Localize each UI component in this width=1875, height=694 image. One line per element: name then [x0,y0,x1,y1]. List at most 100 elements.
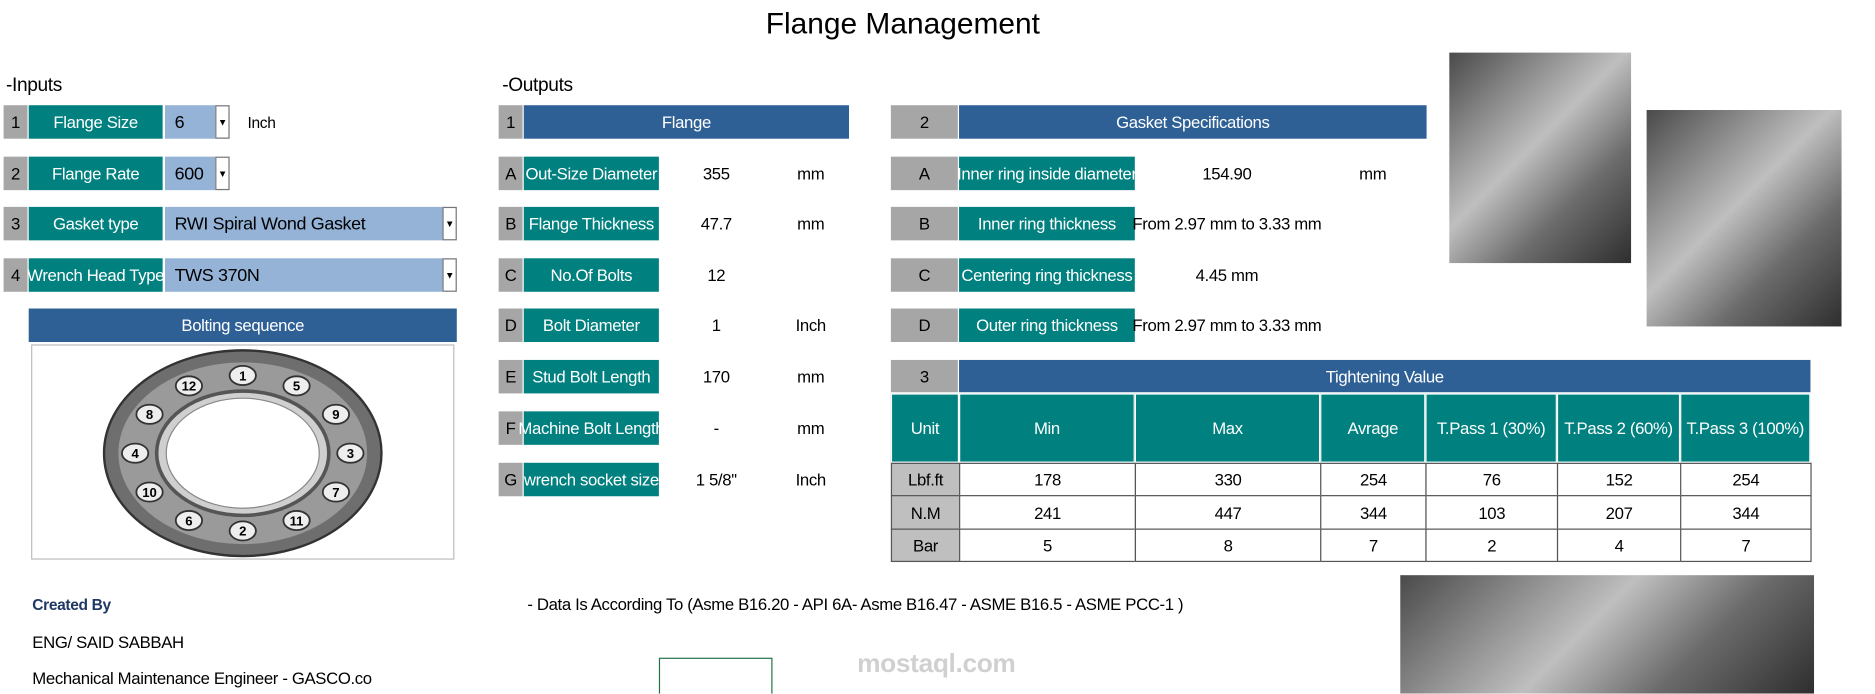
table-cell: 7 [1320,528,1427,563]
output-value: From 2.97 mm to 3.33 mm [1132,214,1322,234]
row-letter: G [498,462,523,497]
row-letter: A [498,156,523,191]
table-cell: 178 [959,462,1137,497]
bolt [174,510,203,531]
bolt [174,375,203,397]
section-number: 1 [498,105,523,139]
output-value: 355 [702,163,730,183]
output-label: Inner ring inside diameter [957,156,1137,191]
output-label: Outer ring thickness [959,308,1135,342]
row-letter: B [498,206,523,241]
photo [1646,110,1842,327]
section-title: Gasket Specifications [959,105,1427,139]
input-dropdown[interactable]: 600 ▼ [165,156,230,191]
diagram-frame: 1 5 9 3 7 11 2 6 10 4 8 12 [31,344,455,560]
column-header: Unit [890,393,960,463]
unit-label: Inch [247,113,276,131]
bolt-number: 9 [332,407,339,422]
author-name: ENG/ SAID SABBAH [32,632,184,652]
input-dropdown[interactable]: 6 ▼ [165,105,230,139]
bolt [228,520,257,542]
column-header: T.Pass 3 (100%) [1680,393,1811,463]
unit-label: Inch [795,469,827,490]
output-value: 154.90 [1202,163,1252,183]
watermark: mostaql.com [857,648,1016,679]
bolting-title: Bolting sequence [28,308,457,342]
selected-cell[interactable] [658,657,773,694]
table-cell: 241 [959,495,1137,530]
page-title: Flange Management [765,6,1040,41]
output-value: 47.7 [700,214,733,234]
output-label: Inner ring thickness [959,206,1135,241]
section-number: 3 [890,359,958,393]
bolt-number: 4 [131,446,139,461]
dropdown-arrow[interactable]: ▼ [215,156,230,191]
table-cell: 152 [1556,462,1682,497]
unit-label: mm [797,163,825,183]
input-dropdown[interactable]: TWS 370N ▼ [165,258,457,292]
column-header: T.Pass 2 (60%) [1556,393,1681,463]
bolt-number: 10 [142,485,157,500]
bolt-number: 11 [290,513,304,528]
unit-label: Inch [795,315,827,335]
table-cell: 344 [1680,495,1812,530]
row-letter: F [498,411,523,445]
reference-note: - Data Is According To (Asme B16.20 - AP… [527,594,1184,614]
table-cell: 2 [1425,528,1559,563]
output-value: 4.45 mm [1195,265,1259,285]
output-label: Bolt Diameter [523,308,659,342]
input-dropdown[interactable]: RWI Spiral Wond Gasket ▼ [165,206,457,241]
output-label: Stud Bolt Length [523,359,659,394]
column-header: Avrage [1320,393,1426,463]
output-value: 1 5/8'' [695,469,737,490]
bolt [321,403,351,425]
photo [1449,52,1632,264]
table-cell: 207 [1556,495,1682,530]
bolt [321,481,351,503]
output-value: - [713,418,720,438]
unit-label: mm [797,214,825,234]
input-label: Wrench Head Type [27,258,165,292]
output-label: Centering ring thickness [959,258,1135,292]
row-letter: A [890,156,958,191]
row-unit: Bar [890,528,961,563]
bolt-number: 1 [239,368,246,383]
input-label: Flange Rate [28,156,163,191]
output-label: Machine Bolt Length [518,411,665,445]
dropdown-arrow[interactable]: ▼ [442,206,457,241]
row-number: 3 [3,206,28,241]
row-letter: E [498,359,523,394]
row-letter: D [498,308,523,342]
photo [1400,575,1815,694]
table-cell: 8 [1134,528,1322,563]
section-heading: -Inputs [5,75,62,96]
output-label: wrench socket size [523,462,659,497]
bolt-number: 7 [332,485,339,500]
column-header: Min [959,393,1135,463]
bolt-number: 2 [239,524,246,539]
section-title: Flange [523,105,850,139]
column-header: T.Pass 1 (30%) [1425,393,1557,463]
section-heading: -Outputs [502,75,573,96]
output-value: 170 [702,367,730,387]
dropdown-arrow[interactable]: ▼ [442,258,457,292]
dropdown-arrow[interactable]: ▼ [215,105,230,139]
row-unit: Lbf.ft [890,462,961,497]
input-label: Flange Size [28,105,163,139]
bolt [336,442,365,464]
output-label: Flange Thickness [523,206,659,241]
bolt [282,510,311,531]
table-cell: 447 [1134,495,1322,530]
table-cell: 4 [1556,528,1682,563]
bolt [282,375,311,397]
section-number: 2 [890,105,958,139]
credits-heading: Created By [32,594,111,613]
table-cell: 330 [1134,462,1322,497]
bolt-number: 8 [146,407,153,422]
unit-label: mm [797,367,825,387]
author-role: Mechanical Maintenance Engineer - GASCO.… [32,668,372,688]
table-cell: 7 [1680,528,1812,563]
row-letter: C [498,258,523,292]
